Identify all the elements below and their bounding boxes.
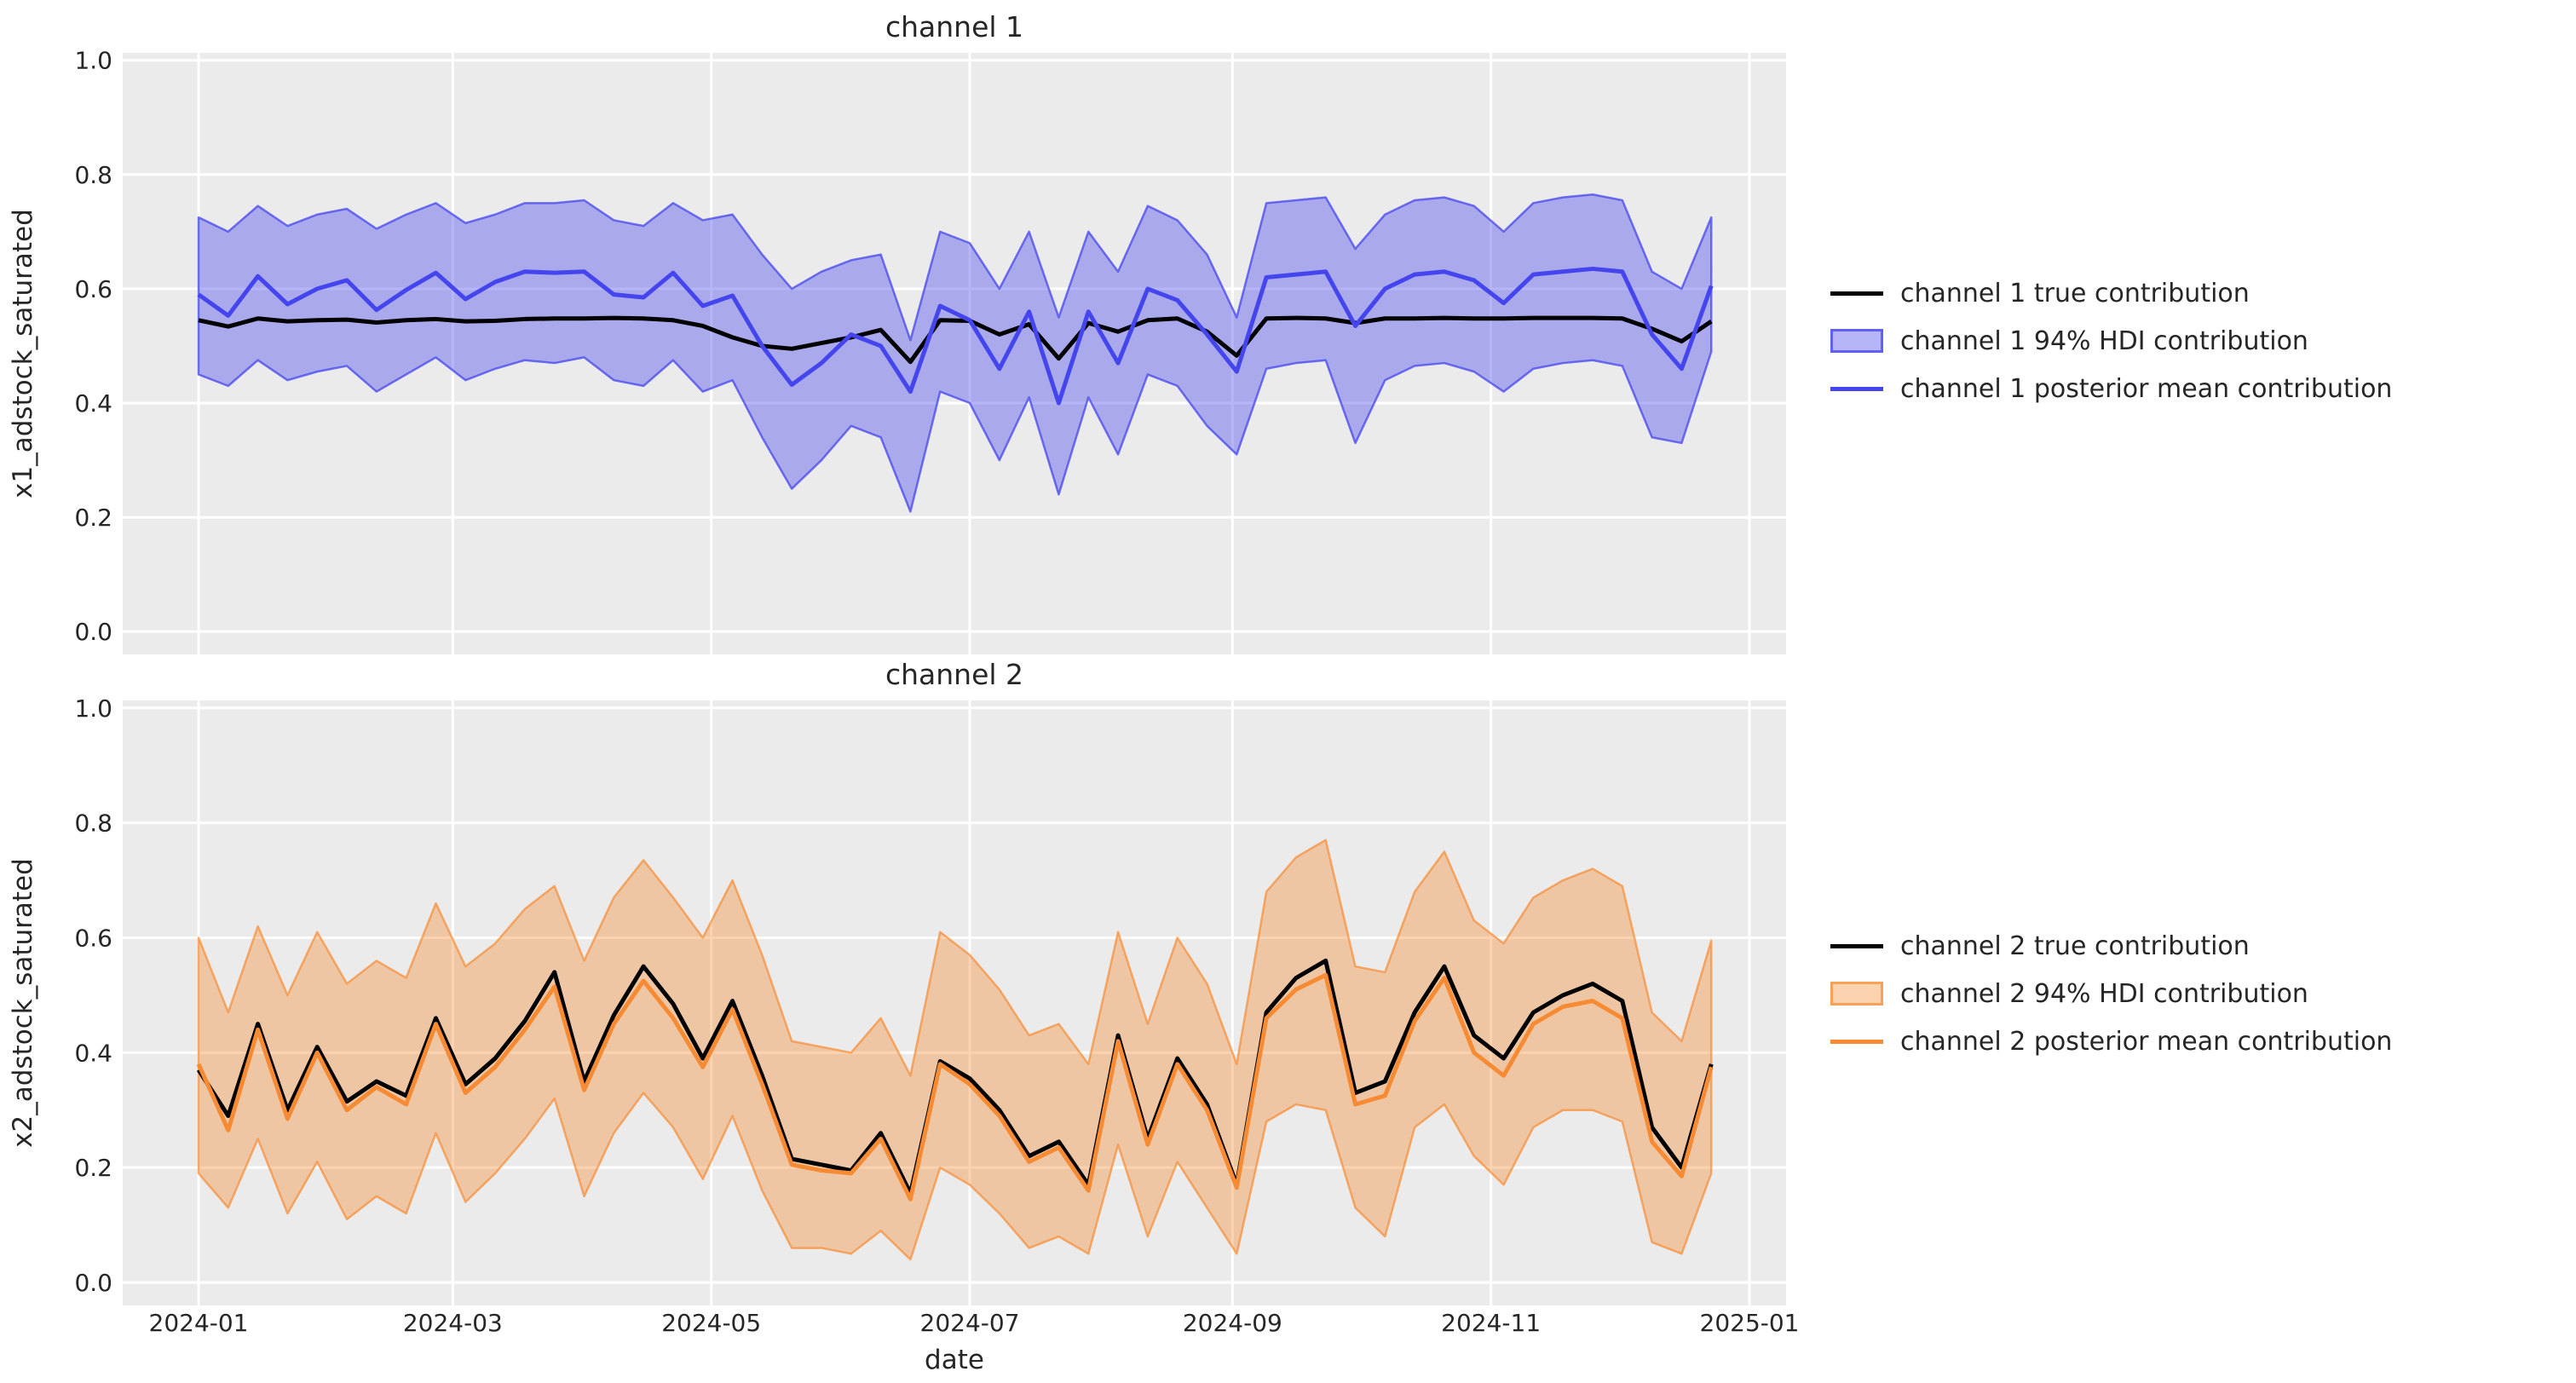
legend-item-true: channel 1 true contribution xyxy=(1830,279,2392,308)
channel-2-plot-background xyxy=(123,700,1786,1305)
channel-1-y-tick-label: 0.0 xyxy=(74,618,112,646)
channel-1-y-axis-label: x1_adstock_saturated xyxy=(8,209,38,498)
channel-2-y-tick-label: 0.2 xyxy=(74,1154,112,1182)
channel-2-y-axis-label: x2_adstock_saturated xyxy=(8,858,38,1148)
channel-1-y-tick-label: 0.8 xyxy=(74,161,112,189)
x-tick-label: 2024-05 xyxy=(661,1309,761,1337)
x-axis-label: date xyxy=(925,1345,984,1375)
channel-2-true-line xyxy=(196,958,1714,1196)
legend-item-hdi: channel 2 94% HDI contribution xyxy=(1830,978,2392,1009)
channel-2-legend: channel 2 true contribution channel 2 94… xyxy=(1830,931,2393,1057)
channel-2-hdi-band xyxy=(197,838,1713,1261)
legend-label: channel 1 true contribution xyxy=(1900,278,2250,308)
channel-2-y-tick-label: 0.0 xyxy=(74,1269,112,1297)
x-tick-label: 2024-09 xyxy=(1183,1309,1282,1337)
channel-2-posterior-mean-line xyxy=(196,972,1714,1201)
true-line-swatch-icon xyxy=(1830,943,1883,948)
legend-item-posterior-mean: channel 1 posterior mean contribution xyxy=(1830,373,2393,404)
x-tick-label: 2024-11 xyxy=(1441,1309,1541,1337)
posterior-mean-line-swatch-icon xyxy=(1830,386,1883,391)
x-tick-label: 2025-01 xyxy=(1700,1309,1800,1337)
legend-label: channel 2 94% HDI contribution xyxy=(1900,978,2308,1009)
channel-1-y-tick-label: 0.2 xyxy=(74,504,112,532)
hdi-band-swatch-icon xyxy=(1830,329,1883,353)
legend-item-posterior-mean: channel 2 posterior mean contribution xyxy=(1830,1026,2393,1057)
channel-2-y-tick-label: 0.8 xyxy=(74,810,112,838)
channel-1-true-line xyxy=(198,315,1713,365)
x-tick-label: 2024-01 xyxy=(149,1309,249,1337)
channel-2-title: channel 2 xyxy=(885,658,1024,691)
legend-item-true: channel 2 true contribution xyxy=(1830,931,2392,961)
true-line-swatch-icon xyxy=(1830,291,1883,296)
channel-1-y-tick-label: 1.0 xyxy=(74,47,112,75)
channel-1-y-tick-label: 0.6 xyxy=(74,275,112,303)
channel-1-legend: channel 1 true contribution channel 1 94… xyxy=(1830,279,2393,404)
channel-2-y-tick-label: 1.0 xyxy=(74,694,112,723)
channel-1-title: channel 1 xyxy=(885,10,1024,43)
x-tick-label: 2024-07 xyxy=(920,1309,1020,1337)
legend-label: channel 1 posterior mean contribution xyxy=(1900,373,2393,404)
legend-label: channel 2 posterior mean contribution xyxy=(1900,1026,2393,1057)
posterior-mean-line-swatch-icon xyxy=(1830,1039,1883,1044)
channel-1-posterior-mean-line xyxy=(197,266,1714,406)
channel-2-y-tick-label: 0.6 xyxy=(74,924,112,952)
channel-2-y-tick-label: 0.4 xyxy=(74,1039,112,1067)
x-tick-label: 2024-03 xyxy=(403,1309,503,1337)
legend-item-hdi: channel 1 94% HDI contribution xyxy=(1830,326,2392,356)
channel-1-plot-background xyxy=(123,53,1786,654)
channel-1-y-tick-label: 0.4 xyxy=(74,389,112,418)
legend-label: channel 2 true contribution xyxy=(1900,931,2250,961)
legend-label: channel 1 94% HDI contribution xyxy=(1900,326,2308,356)
hdi-band-swatch-icon xyxy=(1830,982,1883,1006)
